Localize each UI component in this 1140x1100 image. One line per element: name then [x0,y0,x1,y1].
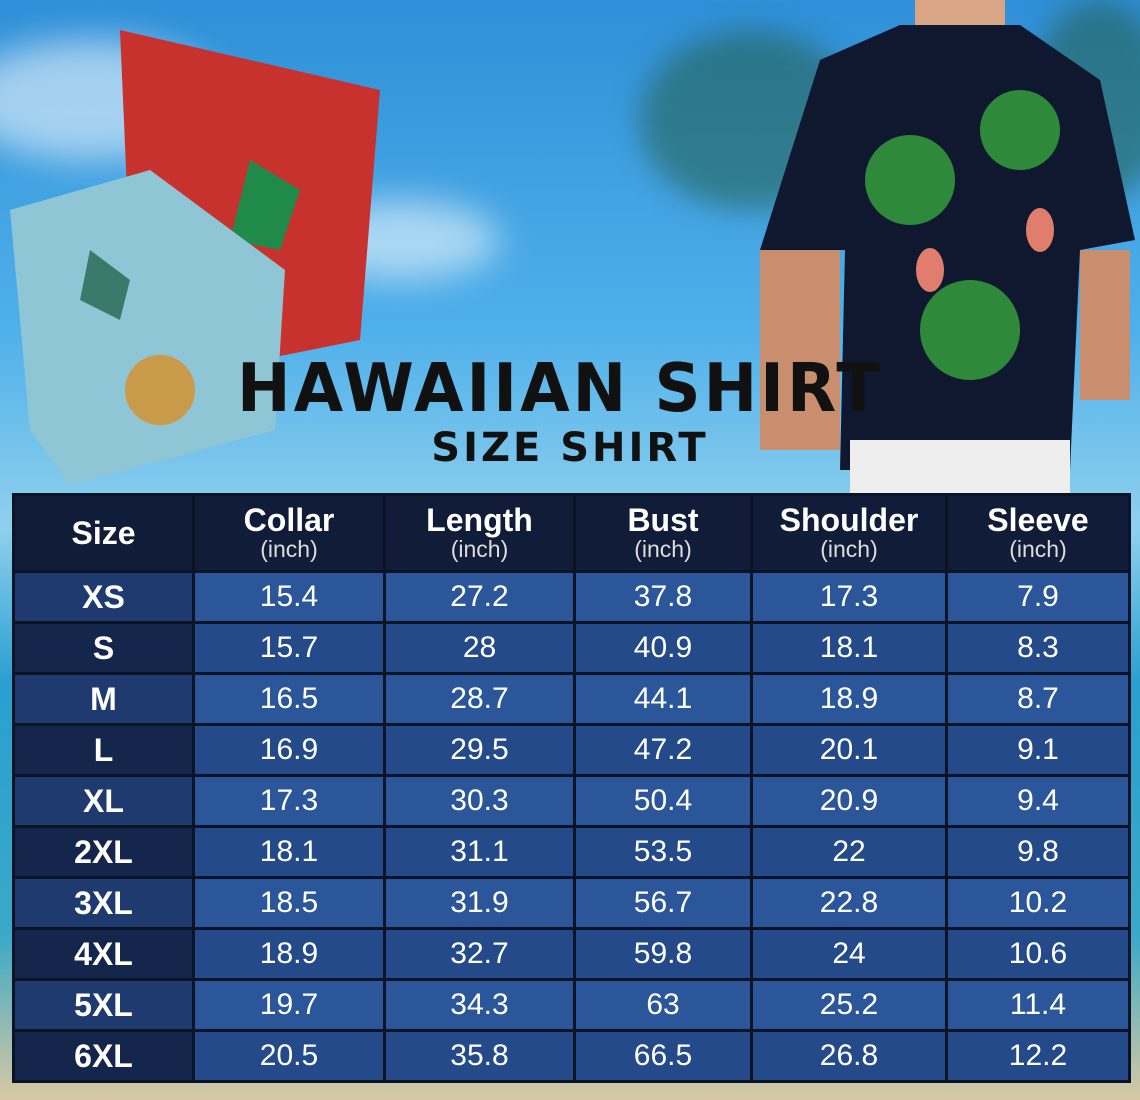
column-header-sleeve: Sleeve (inch) [945,493,1131,573]
value-cell: 28 [383,621,576,675]
value-cell: 31.9 [383,876,576,930]
value-cell: 29.5 [383,723,576,777]
table-row: M 16.5 28.7 44.1 18.9 8.7 [12,672,1131,726]
column-label: Length [426,502,533,538]
value-cell: 47.2 [573,723,753,777]
value-cell: 20.1 [750,723,948,777]
page-subtitle: SIZE SHIRT [431,425,709,471]
table-row: 6XL 20.5 35.8 66.5 26.8 12.2 [12,1029,1131,1083]
value-cell: 18.1 [750,621,948,675]
column-unit: (inch) [820,536,878,562]
table-header-row: Size Collar (inch) Length (inch) Bust (inch) Sh… [12,493,1131,573]
table-row: L 16.9 29.5 47.2 20.1 9.1 [12,723,1131,777]
column-header-collar: Collar (inch) [192,493,386,573]
size-cell: S [12,621,195,675]
value-cell: 12.2 [945,1029,1131,1083]
column-header-bust: Bust (inch) [573,493,753,573]
value-cell: 18.9 [192,927,386,981]
size-cell: XS [12,570,195,624]
value-cell: 8.7 [945,672,1131,726]
table-row: XS 15.4 27.2 37.8 17.3 7.9 [12,570,1131,624]
value-cell: 10.6 [945,927,1131,981]
value-cell: 40.9 [573,621,753,675]
page-title: HAWAIIAN SHIRT [237,350,883,428]
column-label: Bust [627,502,699,538]
value-cell: 24 [750,927,948,981]
value-cell: 27.2 [383,570,576,624]
size-cell: 2XL [12,825,195,879]
value-cell: 34.3 [383,978,576,1032]
value-cell: 20.5 [192,1029,386,1083]
value-cell: 10.2 [945,876,1131,930]
value-cell: 25.2 [750,978,948,1032]
size-cell: L [12,723,195,777]
value-cell: 9.8 [945,825,1131,879]
column-label: Collar [243,502,335,538]
folded-shirts-image [10,30,380,485]
value-cell: 22.8 [750,876,948,930]
value-cell: 17.3 [192,774,386,828]
value-cell: 11.4 [945,978,1131,1032]
value-cell: 28.7 [383,672,576,726]
table-row: 3XL 18.5 31.9 56.7 22.8 10.2 [12,876,1131,930]
value-cell: 44.1 [573,672,753,726]
column-unit: (inch) [634,536,692,562]
value-cell: 17.3 [750,570,948,624]
value-cell: 31.1 [383,825,576,879]
size-cell: 6XL [12,1029,195,1083]
value-cell: 32.7 [383,927,576,981]
value-cell: 35.8 [383,1029,576,1083]
table-row: 4XL 18.9 32.7 59.8 24 10.6 [12,927,1131,981]
value-cell: 20.9 [750,774,948,828]
value-cell: 22 [750,825,948,879]
column-unit: (inch) [1009,536,1067,562]
column-header-size: Size [12,493,195,573]
value-cell: 18.1 [192,825,386,879]
size-chart-table: Size Collar (inch) Length (inch) Bust (inch) Sh… [12,493,1131,1083]
size-cell: 5XL [12,978,195,1032]
value-cell: 66.5 [573,1029,753,1083]
value-cell: 37.8 [573,570,753,624]
table-row: 5XL 19.7 34.3 63 25.2 11.4 [12,978,1131,1032]
value-cell: 63 [573,978,753,1032]
table-row: S 15.7 28 40.9 18.1 8.3 [12,621,1131,675]
column-unit: (inch) [260,536,318,562]
value-cell: 59.8 [573,927,753,981]
value-cell: 18.5 [192,876,386,930]
size-cell: 3XL [12,876,195,930]
column-label: Shoulder [779,502,919,538]
value-cell: 16.5 [192,672,386,726]
value-cell: 26.8 [750,1029,948,1083]
size-cell: M [12,672,195,726]
value-cell: 50.4 [573,774,753,828]
model-shirt-image [760,0,1135,495]
column-label: Size [71,515,136,551]
column-unit: (inch) [450,536,509,562]
column-header-length: Length (inch) [383,493,576,573]
value-cell: 15.4 [192,570,386,624]
size-cell: XL [12,774,195,828]
value-cell: 53.5 [573,825,753,879]
table-row: XL 17.3 30.3 50.4 20.9 9.4 [12,774,1131,828]
size-cell: 4XL [12,927,195,981]
column-header-shoulder: Shoulder (inch) [750,493,948,573]
value-cell: 9.4 [945,774,1131,828]
value-cell: 9.1 [945,723,1131,777]
value-cell: 56.7 [573,876,753,930]
value-cell: 30.3 [383,774,576,828]
table-row: 2XL 18.1 31.1 53.5 22 9.8 [12,825,1131,879]
value-cell: 19.7 [192,978,386,1032]
value-cell: 18.9 [750,672,948,726]
value-cell: 7.9 [945,570,1131,624]
value-cell: 16.9 [192,723,386,777]
value-cell: 15.7 [192,621,386,675]
column-label: Sleeve [987,502,1089,538]
value-cell: 8.3 [945,621,1131,675]
